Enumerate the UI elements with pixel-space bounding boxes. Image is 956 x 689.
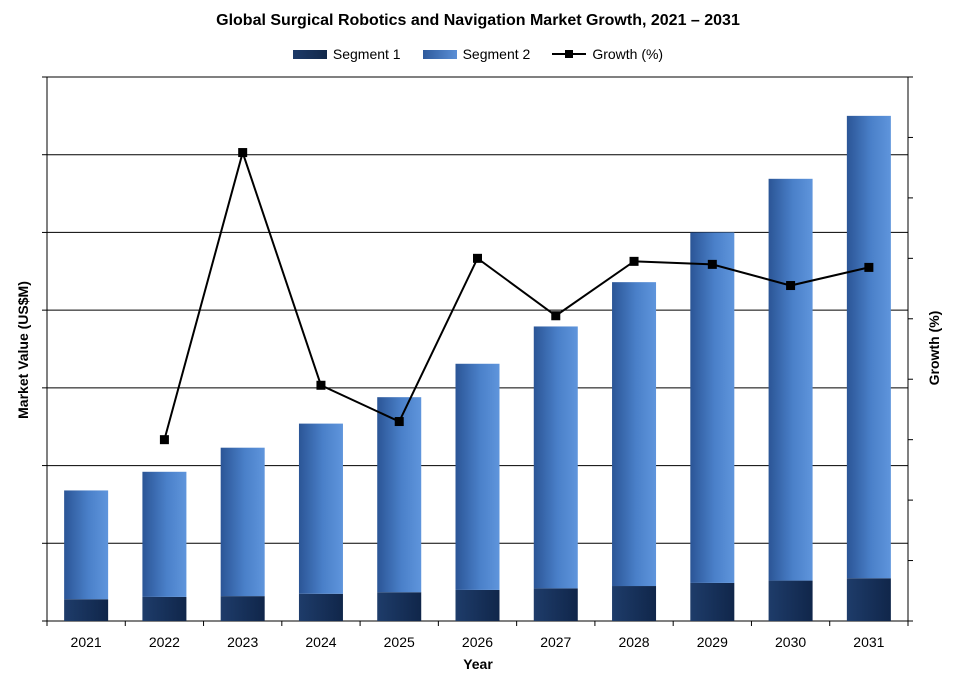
bar-segment-1 <box>846 578 891 621</box>
bar-segment-1 <box>612 586 657 621</box>
legend-swatch-growth <box>552 48 587 60</box>
bar-segment-1 <box>64 599 109 621</box>
growth-point <box>864 262 874 272</box>
x-tick-label: 2022 <box>149 634 180 650</box>
legend-swatch-segment-1 <box>292 49 327 59</box>
x-tick-label: 2028 <box>618 634 649 650</box>
bar-segment-1 <box>768 580 813 621</box>
legend-label-segment-1: Segment 1 <box>332 46 401 62</box>
growth-point <box>473 253 482 263</box>
bar-segment-2 <box>220 447 265 597</box>
x-tick-label: 2025 <box>384 634 415 650</box>
legend-label-growth: Growth (%) <box>592 46 664 62</box>
bar-segment-2 <box>768 178 813 581</box>
bar-segment-2 <box>64 490 109 600</box>
legend-swatch-segment-2 <box>422 49 457 59</box>
x-axis-title: Year <box>463 656 493 672</box>
bar-segment-2 <box>298 423 343 594</box>
growth-point <box>786 281 796 291</box>
x-tick-label: 2029 <box>697 634 728 650</box>
legend-item-growth: Growth (%) <box>552 46 663 62</box>
bar-segment-1 <box>455 589 500 621</box>
bar-segment-2 <box>533 326 578 589</box>
y2-axis-title: Growth (%) <box>926 310 942 386</box>
growth-point <box>238 148 248 158</box>
chart-title: Global Surgical Robotics and Navigation … <box>216 12 740 29</box>
bar-segment-2 <box>690 232 735 583</box>
bar-segment-1 <box>377 592 422 621</box>
growth-point <box>159 435 169 445</box>
legend: Segment 1 Segment 2 Growth (%) <box>0 46 956 62</box>
bar-segment-1 <box>298 593 343 621</box>
y-axis-title: Market Value (US$M) <box>15 281 31 419</box>
bar-segment-1 <box>142 596 187 621</box>
legend-label-segment-2: Segment 2 <box>462 46 531 62</box>
bar-segment-2 <box>612 282 657 587</box>
bar-segment-2 <box>377 397 422 593</box>
bar-segment-2 <box>846 115 891 579</box>
growth-line <box>163 149 870 440</box>
bar-segment-1 <box>220 596 265 621</box>
growth-point <box>629 256 639 266</box>
x-tick-label: 2031 <box>853 634 884 650</box>
legend-item-segment-2: Segment 2 <box>422 46 531 62</box>
growth-point <box>551 311 561 321</box>
bar-segment-1 <box>533 588 578 621</box>
x-tick-label: 2027 <box>540 634 571 650</box>
bar-segment-2 <box>455 363 500 590</box>
x-tick-label: 2021 <box>71 634 102 650</box>
legend-item-segment-1: Segment 1 <box>292 46 401 62</box>
bar-segment-2 <box>142 471 187 597</box>
x-tick-label: 2023 <box>227 634 258 650</box>
bar-segment-1 <box>690 582 735 621</box>
growth-point <box>394 417 404 427</box>
x-tick-label: 2024 <box>305 634 336 650</box>
growth-point <box>316 380 326 390</box>
x-tick-label: 2030 <box>775 634 806 650</box>
growth-point <box>707 259 717 269</box>
x-tick-label: 2026 <box>462 634 493 650</box>
